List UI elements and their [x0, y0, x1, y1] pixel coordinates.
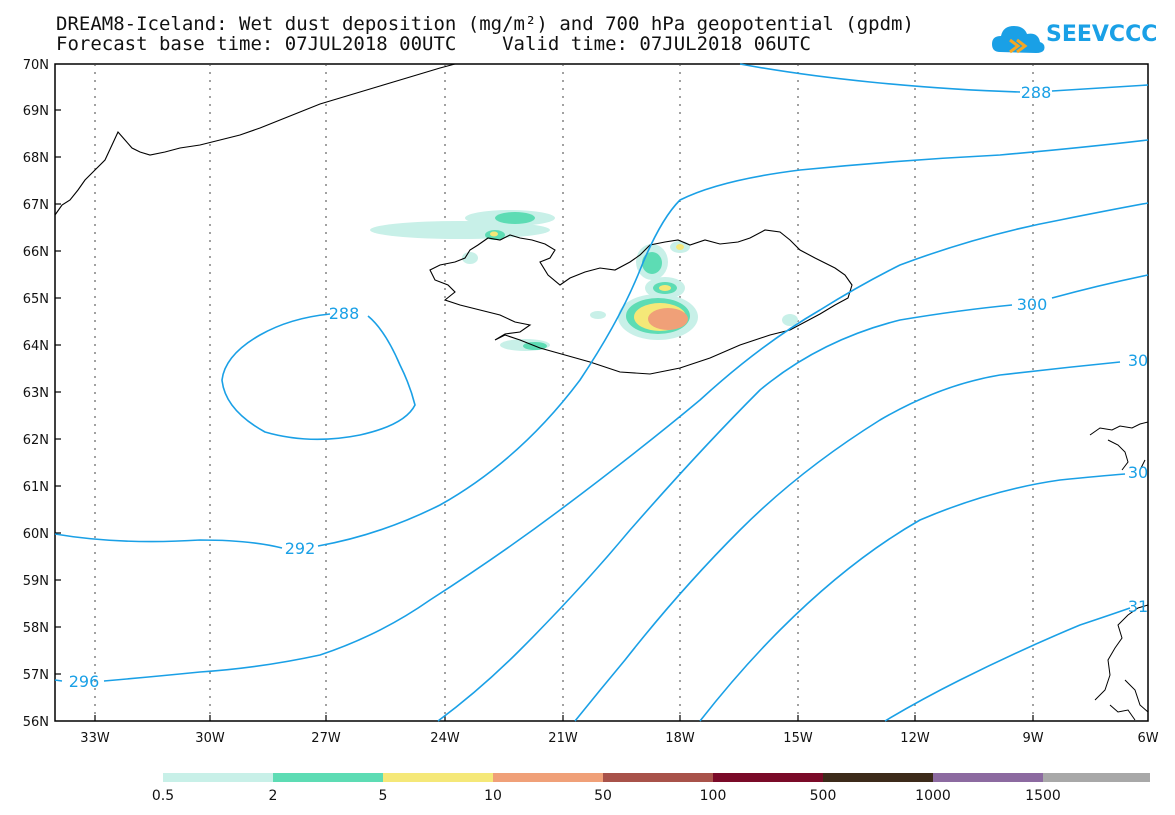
lat-label: 56N — [23, 715, 49, 730]
colorbar-swatch — [603, 773, 713, 782]
contour-label: 288 — [329, 304, 360, 323]
lon-label: 6W — [1137, 731, 1158, 746]
colorbar-label: 1000 — [915, 788, 951, 804]
lat-label: 63N — [23, 386, 49, 401]
cloud-icon — [990, 20, 1130, 60]
faroe-coastline — [1089, 421, 1149, 471]
lat-label: 68N — [23, 151, 49, 166]
colorbar-swatch — [493, 773, 603, 782]
contour-label: 300 — [1017, 295, 1048, 314]
colorbar-label: 5 — [379, 788, 388, 804]
colorbar: 0.5 2 5 10 50 100 500 1000 1500 — [152, 773, 1150, 804]
lat-label: 70N — [23, 58, 49, 73]
contour-label: 31 — [1128, 597, 1148, 616]
colorbar-label: 100 — [700, 788, 727, 804]
lat-label: 64N — [23, 339, 49, 354]
contour-label: 296 — [69, 672, 100, 691]
colorbar-swatch — [383, 773, 493, 782]
lon-label: 27W — [311, 731, 341, 746]
geopotential-contours — [54, 63, 1149, 722]
lat-label: 60N — [23, 527, 49, 542]
lon-label: 9W — [1022, 731, 1043, 746]
contour-label: 30 — [1128, 351, 1148, 370]
lon-label: 33W — [80, 731, 110, 746]
latitude-labels: 70N 69N 68N 67N 66N 65N 64N 63N 62N 61N … — [23, 58, 49, 730]
grid-lines — [94, 64, 1034, 721]
colorbar-swatch — [163, 773, 273, 782]
map-frame — [54, 63, 1149, 722]
lon-label: 24W — [430, 731, 460, 746]
colorbar-swatch — [1043, 773, 1150, 782]
lat-label: 69N — [23, 104, 49, 119]
lat-label: 62N — [23, 433, 49, 448]
colorbar-label: 10 — [484, 788, 502, 804]
colorbar-label: 1500 — [1025, 788, 1061, 804]
map-title-line1: DREAM8-Iceland: Wet dust deposition (mg/… — [56, 13, 914, 35]
lat-label: 59N — [23, 574, 49, 589]
lat-label: 67N — [23, 198, 49, 213]
colorbar-swatch — [273, 773, 383, 782]
scotland-coastline — [1094, 604, 1149, 721]
lon-label: 30W — [195, 731, 225, 746]
lon-label: 15W — [783, 731, 813, 746]
iceland-coastline — [429, 229, 853, 375]
contour-label: 288 — [1021, 83, 1052, 102]
lat-label: 58N — [23, 621, 49, 636]
lon-label: 21W — [548, 731, 578, 746]
colorbar-swatch — [933, 773, 1043, 782]
tick-marks — [55, 109, 1034, 721]
colorbar-label: 500 — [810, 788, 837, 804]
colorbar-swatch — [823, 773, 933, 782]
lon-label: 18W — [665, 731, 695, 746]
longitude-labels: 33W 30W 27W 24W 21W 18W 15W 12W 9W 6W — [80, 731, 1158, 746]
dust-deposition-field — [370, 210, 798, 351]
colorbar-label: 0.5 — [152, 788, 174, 804]
lat-label: 57N — [23, 668, 49, 683]
map-title-line2: Forecast base time: 07JUL2018 00UTC Vali… — [56, 33, 811, 55]
logo-text: SEEVCCC — [1046, 22, 1158, 47]
lat-label: 66N — [23, 245, 49, 260]
contour-labels: 288 288 292 296 300 30 30 31 — [69, 83, 1148, 691]
contour-label: 30 — [1128, 463, 1148, 482]
lon-label: 12W — [900, 731, 930, 746]
colorbar-swatch — [713, 773, 823, 782]
greenland-coastline — [54, 63, 456, 216]
colorbar-label: 50 — [594, 788, 612, 804]
colorbar-label: 2 — [269, 788, 278, 804]
contour-label: 292 — [285, 539, 316, 558]
lat-label: 61N — [23, 480, 49, 495]
lat-label: 65N — [23, 292, 49, 307]
